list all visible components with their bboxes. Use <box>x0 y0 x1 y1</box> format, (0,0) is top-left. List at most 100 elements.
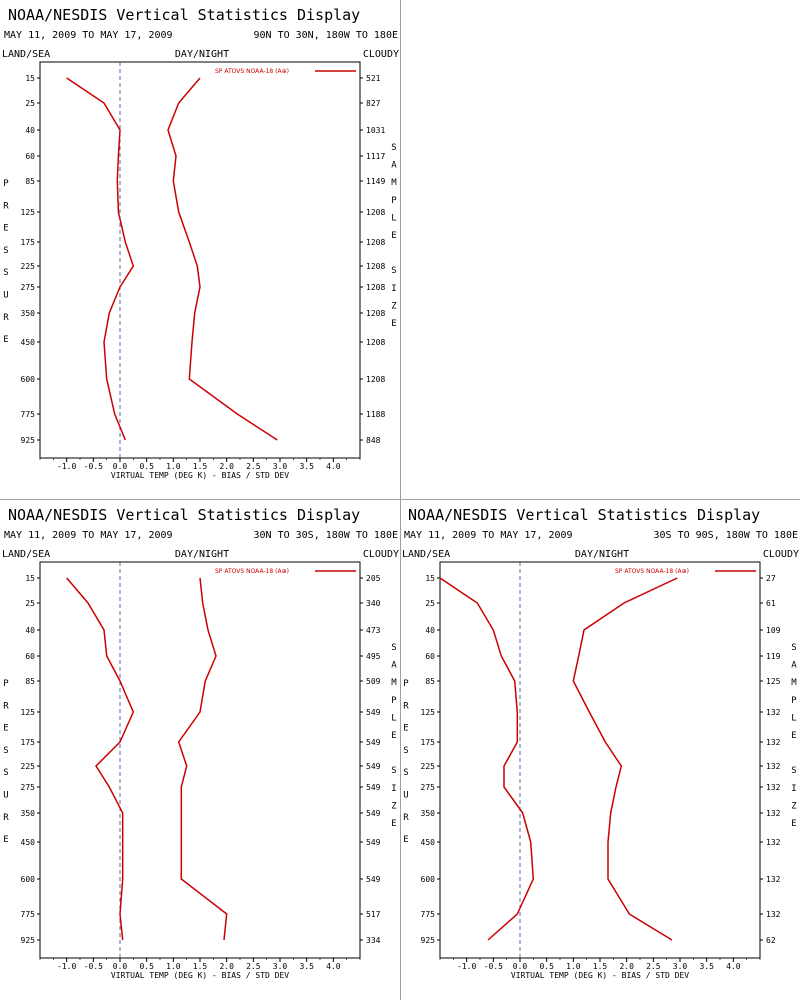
sample-size-label: 132 <box>766 875 781 884</box>
region-label: 30N TO 30S, 180W TO 180E <box>254 530 399 541</box>
y2-axis-label-letter: Z <box>791 801 797 811</box>
sample-size-label: 62 <box>766 936 776 945</box>
x-tick-label: 0.0 <box>113 462 128 471</box>
sample-size-label: 517 <box>366 910 381 919</box>
x-tick-label: -1.0 <box>57 962 76 971</box>
sample-size-label: 334 <box>366 936 381 945</box>
sample-size-label: 1031 <box>366 126 385 135</box>
date-range: MAY 11, 2009 TO MAY 17, 2009 <box>4 30 173 41</box>
y2-axis-label-letter: A <box>391 661 397 671</box>
pressure-level-label: 25 <box>25 99 35 108</box>
x-tick-label: 3.0 <box>673 962 688 971</box>
sample-size-label: 549 <box>366 838 381 847</box>
pressure-level-label: 350 <box>421 809 436 818</box>
y2-axis-label-letter: P <box>391 696 397 706</box>
sample-size-label: 495 <box>366 652 381 661</box>
pressure-level-label: 15 <box>425 574 435 583</box>
legend-label: SP ATOVS NOAA-18 (A⊕) <box>215 568 289 575</box>
x-tick-label: 2.0 <box>219 962 234 971</box>
x-tick-label: -0.5 <box>84 962 103 971</box>
x-tick-label: 1.0 <box>166 462 181 471</box>
pressure-level-label: 85 <box>25 177 35 186</box>
sample-size-label: 132 <box>766 910 781 919</box>
y-axis-label-letter: S <box>3 746 8 756</box>
x-tick-label: 4.0 <box>326 962 341 971</box>
chart-svg: NOAA/NESDIS Vertical Statistics Display M… <box>402 506 799 980</box>
sample-size-label: 27 <box>766 574 776 583</box>
pressure-level-label: 175 <box>21 238 36 247</box>
stats-panel-north: NOAA/NESDIS Vertical Statistics Display M… <box>0 0 400 500</box>
pressure-level-label: 225 <box>421 762 436 771</box>
y-axis-label-letter: E <box>3 724 8 734</box>
x-axis-label: VIRTUAL TEMP (DEG K) - BIAS / STD DEV <box>111 971 289 980</box>
y2-axis-label-letter: M <box>791 678 797 688</box>
x-tick-label: 2.0 <box>219 462 234 471</box>
sample-size-label: 1188 <box>366 410 385 419</box>
x-axis-label: VIRTUAL TEMP (DEG K) - BIAS / STD DEV <box>111 471 289 480</box>
y2-axis-label-letter: M <box>391 678 397 688</box>
sample-size-label: 1117 <box>366 152 385 161</box>
y2-axis-label-letter: E <box>391 231 396 241</box>
y2-axis-label-letter: S <box>791 643 796 653</box>
sample-size-label: 61 <box>766 599 776 608</box>
vertical-divider <box>400 0 401 1000</box>
y-axis-label-letter: E <box>3 224 8 234</box>
sample-size-label: 1208 <box>366 309 385 318</box>
y2-axis-label-letter: P <box>791 696 797 706</box>
sample-size-label: 1208 <box>366 375 385 384</box>
sample-size-label: 549 <box>366 875 381 884</box>
x-tick-label: -1.0 <box>457 962 476 971</box>
sample-size-label: 521 <box>366 74 381 83</box>
bias-series-line <box>439 577 535 941</box>
pressure-level-label: 775 <box>421 910 436 919</box>
y2-axis-label-letter: A <box>391 161 397 171</box>
pressure-level-label: 350 <box>21 809 36 818</box>
chart-title: NOAA/NESDIS Vertical Statistics Display <box>8 506 360 524</box>
sample-size-label: 1208 <box>366 338 385 347</box>
sample-size-label: 132 <box>766 738 781 747</box>
day-night-label: DAY/NIGHT <box>175 549 229 560</box>
x-tick-label: 3.0 <box>273 462 288 471</box>
sample-size-label: 1208 <box>366 208 385 217</box>
y2-axis-label-letter: S <box>391 766 396 776</box>
y-axis-label-letter: U <box>3 291 8 301</box>
sample-size-label: 132 <box>766 783 781 792</box>
sample-size-label: 125 <box>766 677 781 686</box>
pressure-level-label: 175 <box>421 738 436 747</box>
cloudy-label: CLOUDY <box>363 549 399 560</box>
y2-axis-label-letter: S <box>391 143 396 153</box>
sample-size-label: 132 <box>766 762 781 771</box>
pressure-level-label: 125 <box>21 708 36 717</box>
y-axis-label-letter: S <box>403 746 408 756</box>
x-tick-label: 2.5 <box>246 962 261 971</box>
pressure-level-label: 600 <box>421 875 436 884</box>
pressure-level-label: 450 <box>21 338 36 347</box>
x-tick-label: 0.0 <box>113 962 128 971</box>
sample-size-label: 205 <box>366 574 381 583</box>
x-tick-label: 2.5 <box>246 462 261 471</box>
sample-size-label: 549 <box>366 738 381 747</box>
sample-size-label: 549 <box>366 708 381 717</box>
y2-axis-label-letter: I <box>791 784 796 794</box>
x-tick-label: 1.5 <box>593 962 608 971</box>
y-axis-label-letter: E <box>3 835 8 845</box>
pressure-level-label: 925 <box>21 936 36 945</box>
x-tick-label: 0.5 <box>139 462 154 471</box>
sample-size-label: 1208 <box>366 262 385 271</box>
region-label: 30S TO 90S, 180W TO 180E <box>654 530 799 541</box>
stats-panel-tropics: NOAA/NESDIS Vertical Statistics Display M… <box>0 500 400 1000</box>
x-tick-label: 3.5 <box>299 962 314 971</box>
y-axis-label-letter: P <box>403 679 409 689</box>
sample-size-label: 549 <box>366 783 381 792</box>
y-axis-label-letter: R <box>3 201 9 211</box>
sample-size-label: 1208 <box>366 238 385 247</box>
y2-axis-label-letter: A <box>791 661 797 671</box>
pressure-level-label: 925 <box>21 436 36 445</box>
y2-axis-label-letter: E <box>391 819 396 829</box>
sample-size-label: 132 <box>766 708 781 717</box>
y2-axis-label-letter: L <box>391 213 396 223</box>
x-tick-label: 0.0 <box>513 962 528 971</box>
y2-axis-label-letter: M <box>391 178 397 188</box>
sample-size-label: 1149 <box>366 177 385 186</box>
sample-size-label: 549 <box>366 762 381 771</box>
